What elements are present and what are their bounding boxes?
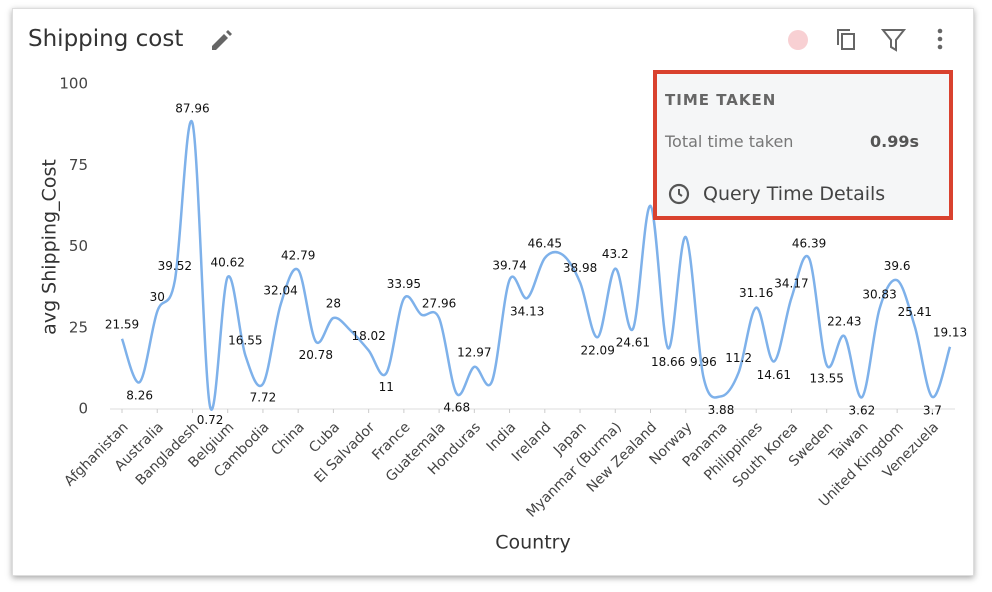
popup-value: 0.99s: [870, 132, 919, 151]
data-label: 30.83: [862, 287, 896, 301]
data-label: 40.62: [211, 255, 245, 269]
x-tick-label: China: [268, 419, 308, 459]
data-label: 21.59: [105, 317, 139, 331]
data-label: 4.68: [443, 400, 470, 414]
clock-icon: [668, 183, 690, 205]
data-label: 25.41: [898, 305, 932, 319]
data-label: 34.17: [774, 276, 808, 290]
data-label: 8.26: [126, 389, 153, 403]
data-label: 43.2: [602, 247, 629, 261]
data-label: 14.61: [757, 368, 791, 382]
data-label: 24.61: [616, 336, 650, 350]
data-label: 19.13: [933, 325, 967, 339]
data-label: 11: [379, 380, 394, 394]
data-label: 34.13: [510, 305, 544, 319]
data-label: 39.74: [492, 258, 526, 272]
data-label: 0.72: [197, 413, 224, 427]
data-label: 39.52: [158, 259, 192, 273]
x-tick-label: Ireland: [509, 419, 555, 465]
data-label: 11.2: [725, 351, 752, 365]
data-label: 30: [150, 290, 165, 304]
copy-icon[interactable]: [837, 29, 855, 50]
dot: [937, 28, 943, 34]
time-popup: TIME TAKEN Total time taken 0.99s Query …: [653, 70, 953, 220]
popup-heading: TIME TAKEN: [665, 91, 777, 109]
y-tick-label: 75: [69, 156, 88, 174]
data-label: 18.66: [651, 355, 685, 369]
data-label: 3.7: [923, 403, 942, 417]
menu-icon[interactable]: [937, 28, 943, 50]
popup-label: Total time taken: [665, 132, 794, 151]
copy-front: [841, 33, 855, 50]
data-label: 38.98: [563, 261, 597, 275]
data-label: 22.09: [580, 344, 614, 358]
data-label: 27.96: [422, 297, 456, 311]
query-details-link[interactable]: Query Time Details: [703, 183, 886, 205]
widget-title: Shipping cost: [28, 26, 184, 52]
data-label: 22.43: [827, 315, 861, 329]
pencil: [212, 30, 232, 50]
data-label: 12.97: [457, 345, 491, 359]
data-label: 16.55: [228, 334, 262, 348]
y-tick-label: 0: [78, 400, 88, 418]
data-label: 7.72: [250, 390, 277, 404]
data-label: 28: [326, 297, 341, 311]
data-label: 31.16: [739, 286, 773, 300]
data-label: 39.6: [884, 259, 911, 273]
data-label: 13.55: [810, 371, 844, 385]
copy-back: [837, 29, 850, 45]
y-tick-label: 100: [59, 75, 88, 93]
data-label: 9.96: [690, 355, 717, 369]
data-label: 46.45: [528, 237, 562, 251]
data-label: 20.78: [299, 348, 333, 362]
status-dot: [788, 30, 808, 50]
dot: [937, 44, 943, 50]
series-line: [120, 119, 952, 411]
data-label: 3.62: [849, 404, 876, 418]
filter-icon[interactable]: [880, 29, 907, 52]
data-label: 46.39: [792, 237, 826, 251]
dot: [937, 36, 943, 42]
data-label: 18.02: [351, 329, 385, 343]
data-label: 32.04: [263, 283, 297, 297]
data-label: 42.79: [281, 248, 315, 262]
data-label: 87.96: [175, 102, 209, 116]
x-axis-label: Country: [495, 532, 570, 554]
data-label: 33.95: [387, 277, 421, 291]
y-axis-label: avg Shipping_Cost: [39, 159, 61, 335]
edit-icon[interactable]: [212, 30, 232, 50]
y-tick-label: 25: [69, 318, 88, 336]
y-tick-label: 50: [69, 237, 88, 255]
data-label: 3.88: [708, 403, 735, 417]
